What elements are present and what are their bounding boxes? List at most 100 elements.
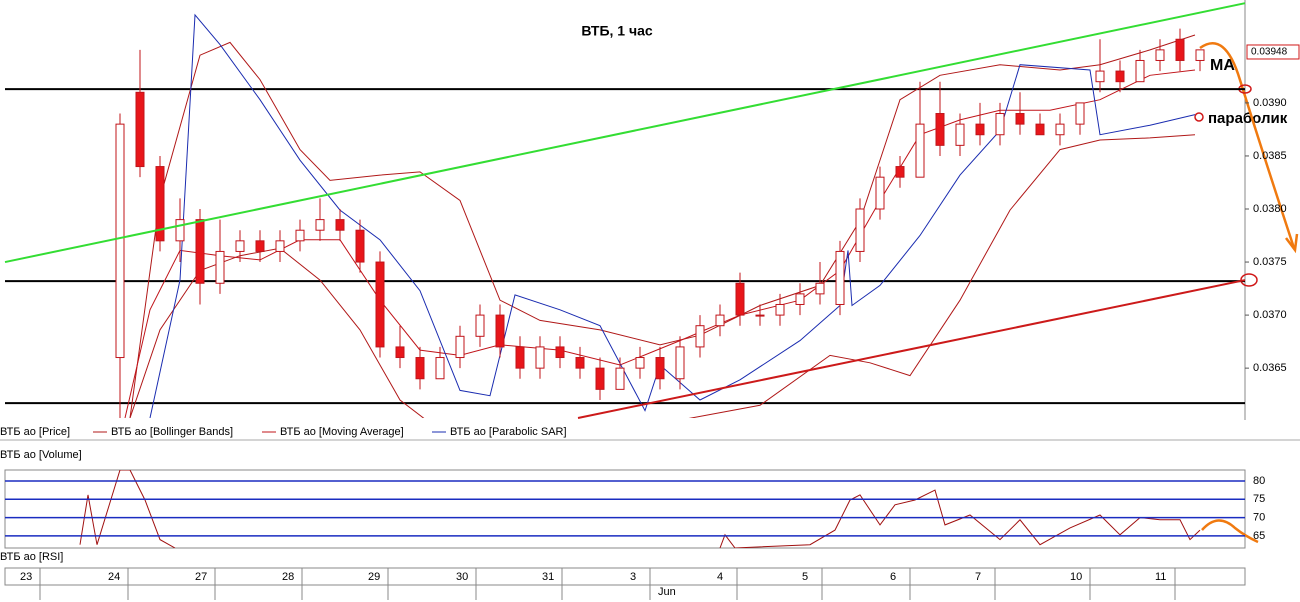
candle-body [195, 219, 205, 284]
x-tick-label: 11 [1155, 571, 1166, 583]
candle-body [975, 123, 985, 136]
candle-body [1115, 70, 1125, 83]
candle-body [1035, 123, 1045, 136]
candle-body [1175, 38, 1185, 61]
candle-body [175, 219, 185, 242]
candle-body [755, 314, 765, 317]
candle-body [1075, 102, 1085, 125]
x-tick-label: 30 [456, 571, 468, 583]
candle-body [375, 261, 385, 348]
x-tick-label: 31 [542, 571, 554, 583]
x-tick-label: 3 [630, 571, 636, 583]
candle-body [435, 357, 445, 380]
candle-body [235, 240, 245, 252]
rsi-tick-label: 65 [1253, 530, 1265, 542]
candle-body [835, 250, 845, 305]
indicator-line [129, 134, 1196, 418]
x-tick-label: 4 [717, 571, 723, 583]
candle-body [355, 229, 365, 263]
sar-marker [1194, 112, 1204, 122]
candle-body [215, 250, 225, 284]
candle-body [595, 367, 605, 390]
arrow-head [1285, 233, 1299, 254]
candle-body [555, 346, 565, 359]
x-tick-label: 29 [368, 571, 380, 583]
x-tick-label: 27 [195, 571, 207, 583]
candle-body [915, 123, 925, 178]
rsi-tick-label: 70 [1253, 512, 1265, 524]
indicator-line [129, 34, 1196, 418]
x-tick-label: 10 [1070, 571, 1082, 583]
y-tick-label: 0.0385 [1253, 150, 1287, 162]
x-tick-label: 28 [282, 571, 294, 583]
rsi-forecast [1201, 519, 1259, 544]
chart-title: ВТБ, 1 час [581, 23, 653, 39]
rsi-tick-label: 80 [1253, 475, 1265, 487]
last-price-label: 0.03948 [1251, 47, 1288, 58]
x-tick-label: 5 [802, 571, 808, 583]
candle-body [735, 282, 745, 316]
candle-body [135, 91, 145, 168]
candle-body [335, 219, 345, 231]
rsi-panel [4, 469, 1246, 549]
rsi-label: ВТБ ао [RSI] [0, 551, 63, 563]
legend-label: ВТБ ао [Parabolic SAR] [450, 426, 567, 438]
candle-body [795, 293, 805, 305]
last-price-box [1246, 44, 1300, 60]
candle-body [895, 166, 905, 178]
candle-body [155, 166, 165, 242]
main-panel [5, 13, 1245, 418]
x-tick-label: 23 [20, 571, 32, 583]
y-tick-label: 0.0365 [1253, 362, 1287, 374]
candle-body [1055, 123, 1065, 136]
candle-body [675, 346, 685, 380]
y-tick-label: 0.0375 [1253, 256, 1287, 268]
candle-body [115, 123, 125, 359]
candle-body [315, 219, 325, 231]
x-tick-label: 6 [890, 571, 896, 583]
candle-body [995, 113, 1005, 136]
forecast-arrow [1199, 42, 1296, 249]
candle-body [415, 357, 425, 380]
candle-body [495, 314, 505, 348]
candle-body [815, 282, 825, 295]
candle-body [775, 303, 785, 316]
candle-body [475, 314, 485, 337]
volume-label: ВТБ ао [Volume] [0, 449, 82, 461]
y-tick-label: 0.0390 [1253, 97, 1287, 109]
candle-body [1195, 49, 1205, 61]
x-tick-label: 7 [975, 571, 981, 583]
date-axis [4, 567, 1246, 586]
forecast-arrows [1199, 42, 1299, 544]
trend-line [577, 279, 1246, 419]
ma-annotation: MA [1210, 57, 1235, 74]
y-tick-label: 0.0380 [1253, 203, 1287, 215]
candle-body [255, 240, 265, 252]
candle-body [855, 208, 865, 252]
candle-body [1135, 59, 1145, 83]
candle-body [935, 113, 945, 146]
candle-body [455, 335, 465, 359]
candle-body [575, 357, 585, 369]
rsi-tick-label: 75 [1253, 493, 1265, 505]
y-tick-label: 0.0370 [1253, 309, 1287, 321]
candle-body [1095, 70, 1105, 83]
candle-body [875, 176, 885, 210]
legend-label: ВТБ ао [Moving Average] [280, 426, 404, 438]
candle-body [295, 229, 305, 242]
legend-label: ВТБ ао [Price] [0, 426, 70, 438]
candle-body [1155, 49, 1165, 61]
candle-body [395, 346, 405, 359]
candle-body [615, 367, 625, 390]
candle-body [695, 325, 705, 348]
candle-body [955, 123, 965, 146]
month-label: Jun [658, 586, 676, 598]
candle-body [635, 357, 645, 369]
candle-body [515, 346, 525, 369]
candle-body [1015, 113, 1025, 125]
trend-line [4, 2, 1246, 264]
candle-body [275, 240, 285, 252]
sar-annotation: параболик [1208, 110, 1288, 127]
